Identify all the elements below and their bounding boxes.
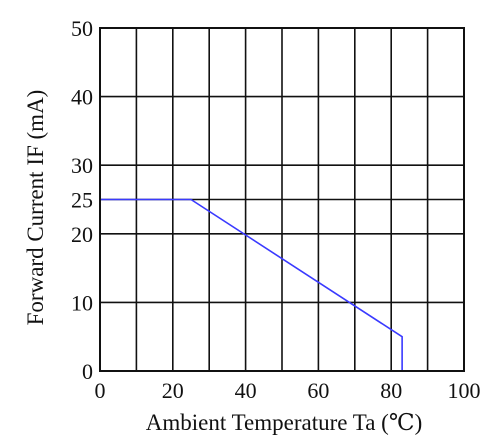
plot-frame <box>99 27 465 372</box>
y-tick-label: 40 <box>71 85 93 110</box>
y-tick-label: 30 <box>71 153 93 178</box>
x-tick-label: 40 <box>235 378 257 403</box>
series-line-0 <box>100 198 403 371</box>
x-axis-label: Ambient Temperature Ta (℃) <box>146 410 422 435</box>
x-tick-label: 60 <box>307 378 329 403</box>
y-tick-labels: 0 10 20 25 30 40 50 <box>71 16 93 384</box>
y-tick-label: 50 <box>71 16 93 41</box>
x-tick-label: 100 <box>448 378 481 403</box>
y-tick-label: 0 <box>82 359 93 384</box>
x-tick-labels: 0 20 40 60 80 100 <box>95 378 481 403</box>
x-tick-label: 20 <box>162 378 184 403</box>
x-tick-label: 80 <box>380 378 402 403</box>
x-tick-label: 0 <box>95 378 106 403</box>
series-layer <box>100 198 403 371</box>
y-tick-label: 20 <box>71 222 93 247</box>
y-tick-label: 25 <box>71 188 93 213</box>
y-axis-label: Forward Current IF (mA) <box>23 90 48 326</box>
y-tick-label: 10 <box>71 290 93 315</box>
